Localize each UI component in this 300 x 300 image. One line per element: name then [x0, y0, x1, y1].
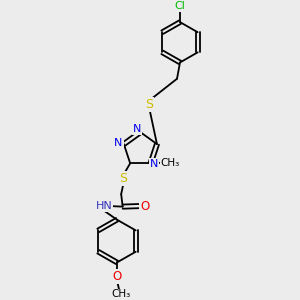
- Text: Cl: Cl: [175, 2, 185, 11]
- Text: N: N: [150, 159, 158, 169]
- Text: CH₃: CH₃: [111, 290, 130, 299]
- Text: N: N: [133, 124, 141, 134]
- Text: S: S: [146, 98, 153, 111]
- Text: O: O: [140, 200, 149, 212]
- Text: S: S: [120, 172, 128, 185]
- Text: CH₃: CH₃: [160, 158, 180, 168]
- Text: N: N: [114, 138, 123, 148]
- Text: HN: HN: [95, 201, 112, 211]
- Text: O: O: [112, 270, 122, 283]
